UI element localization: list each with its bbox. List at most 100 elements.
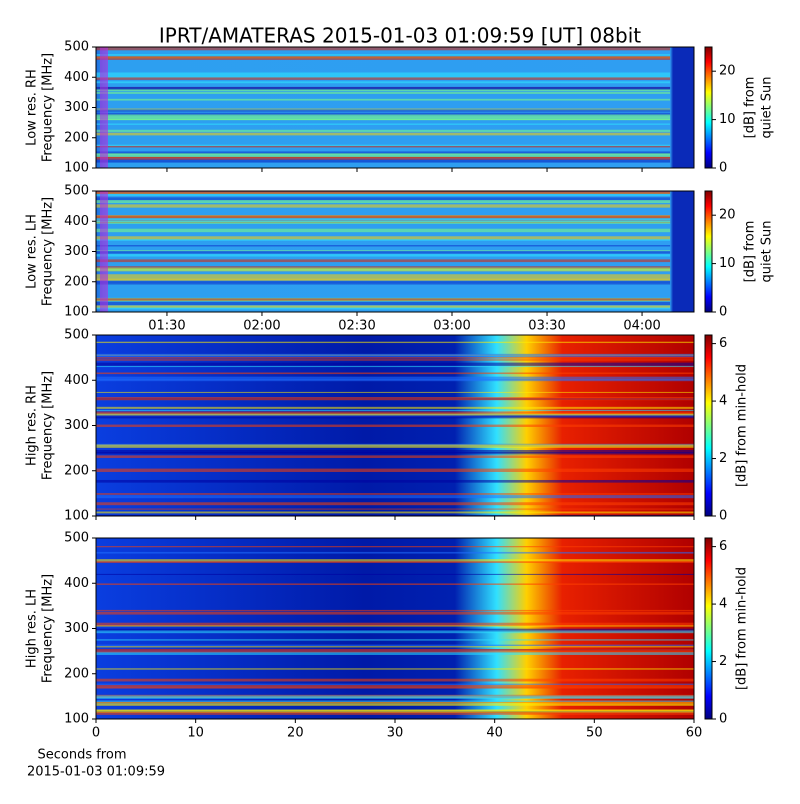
spectrogram-stripe bbox=[96, 197, 671, 201]
spectrogram-stripe bbox=[96, 362, 694, 366]
spectrogram-stripe bbox=[96, 357, 694, 359]
x-tick-label: 0 bbox=[92, 726, 100, 741]
colorbar-tick-label: 0 bbox=[719, 509, 727, 524]
colorbar-tick-label: 4 bbox=[719, 597, 727, 612]
y-tick-label: 100 bbox=[64, 161, 89, 176]
spectrogram-stripe bbox=[96, 47, 671, 51]
spectrogram-stripe bbox=[96, 144, 671, 147]
x-tick-label: 40 bbox=[486, 726, 503, 741]
y-axis-label: Frequency [MHz] bbox=[41, 574, 56, 683]
colorbar-tick-label: 0 bbox=[719, 305, 727, 320]
spectrogram-stripe bbox=[96, 259, 671, 263]
spectrogram-stripe bbox=[96, 700, 694, 702]
spectrogram-stripe bbox=[96, 116, 671, 121]
spectrogram bbox=[96, 538, 694, 719]
spectrogram-stripe bbox=[96, 583, 694, 585]
colorbar-label: quiet Sun bbox=[760, 76, 775, 138]
spectrogram-stripe bbox=[96, 341, 694, 344]
spectrogram-stripe bbox=[96, 709, 694, 714]
spectrogram-stripe bbox=[96, 251, 671, 254]
y-tick-label: 200 bbox=[64, 463, 89, 478]
spectrogram-stripe bbox=[96, 280, 671, 283]
colorbar-tick-label: 20 bbox=[719, 208, 736, 223]
spectrogram-stripe bbox=[96, 191, 671, 194]
y-axis-label: High res. RH bbox=[25, 385, 40, 466]
colorbar-tick-label: 6 bbox=[719, 539, 727, 554]
colorbar-tick-label: 2 bbox=[719, 654, 727, 669]
spectrogram-stripe bbox=[96, 87, 671, 89]
y-axis-label: High res. LH bbox=[25, 589, 40, 668]
y-tick-label: 300 bbox=[64, 244, 89, 259]
spectrogram-stripe bbox=[96, 305, 671, 308]
spectrogram-stripe bbox=[96, 695, 694, 699]
spectrogram-stripe bbox=[96, 628, 694, 632]
spectrogram-stripe bbox=[96, 353, 694, 358]
spectrogram-stripe bbox=[96, 502, 694, 506]
spectrogram-stripe bbox=[96, 123, 671, 125]
colorbar bbox=[704, 190, 713, 313]
spectrogram-stripe bbox=[96, 236, 671, 240]
y-tick-label: 400 bbox=[64, 214, 89, 229]
spectrogram-stripe bbox=[96, 684, 694, 688]
y-tick-label: 100 bbox=[64, 712, 89, 727]
spectrogram-stripe bbox=[96, 559, 694, 562]
spectrogram-stripe bbox=[96, 372, 694, 375]
spectrogram-stripe bbox=[96, 194, 671, 196]
spectrogram-stripe bbox=[96, 72, 671, 76]
spectrogram-stripe bbox=[96, 397, 694, 401]
colorbar-label: [dB] from bbox=[743, 77, 758, 139]
y-axis-label: Low res. LH bbox=[25, 214, 40, 289]
spectrogram-stripe bbox=[96, 98, 671, 101]
y-axis-label: Frequency [MHz] bbox=[41, 53, 56, 162]
y-axis-label: Frequency [MHz] bbox=[41, 371, 56, 480]
spectrogram-stripe bbox=[96, 153, 671, 155]
y-tick-label: 300 bbox=[64, 100, 89, 115]
spectrogram-stripe bbox=[96, 245, 671, 247]
colorbar bbox=[704, 46, 713, 169]
x-tick-label: 04:00 bbox=[623, 319, 660, 334]
y-tick-label: 400 bbox=[64, 373, 89, 388]
spectrogram-stripe bbox=[96, 379, 694, 382]
spectrogram-stripe bbox=[96, 75, 671, 79]
colorbar bbox=[704, 537, 713, 720]
spectrogram-stripe bbox=[96, 81, 671, 84]
y-tick-label: 300 bbox=[64, 621, 89, 636]
spectrogram-stripe bbox=[96, 156, 671, 160]
y-tick-label: 400 bbox=[64, 576, 89, 591]
spectrogram-stripe bbox=[96, 160, 671, 163]
spectrogram-stripe bbox=[100, 191, 108, 312]
spectrogram-stripe bbox=[96, 92, 671, 94]
spectrogram-stripe bbox=[96, 493, 694, 495]
spectrogram-stripe bbox=[96, 88, 671, 92]
colorbar-label: [dB] from min-hold bbox=[735, 364, 750, 487]
spectrogram-stripe bbox=[100, 47, 108, 168]
spectrogram-stripe bbox=[96, 495, 694, 499]
spectrogram-stripe bbox=[96, 54, 671, 56]
x-axis-label: 2015-01-03 01:09:59 bbox=[27, 765, 165, 780]
spectrogram-stripe bbox=[96, 452, 694, 455]
y-tick-label: 500 bbox=[64, 40, 89, 55]
spectrogram-stripe bbox=[96, 455, 694, 458]
x-tick-label: 20 bbox=[287, 726, 304, 741]
spectrogram-stripe bbox=[96, 609, 694, 611]
spectrogram-stripe bbox=[96, 274, 671, 278]
spectrogram-stripe bbox=[96, 686, 694, 689]
y-tick-label: 400 bbox=[64, 70, 89, 85]
spectrogram-stripe bbox=[96, 298, 671, 301]
spectrogram-stripe bbox=[96, 365, 694, 368]
spectrogram-stripe bbox=[96, 622, 694, 626]
spectrogram-stripe bbox=[96, 649, 694, 653]
spectrogram-stripe bbox=[96, 611, 694, 615]
spectrogram-stripe bbox=[96, 514, 694, 517]
spectrogram-stripe bbox=[96, 551, 694, 554]
spectrogram-stripe bbox=[96, 254, 671, 257]
spectrogram-stripe bbox=[96, 625, 694, 627]
spectrogram-stripe bbox=[96, 118, 671, 121]
spectrogram-stripe bbox=[96, 702, 694, 706]
spectrogram-stripe bbox=[96, 267, 671, 271]
x-axis-label: Seconds from bbox=[37, 748, 126, 763]
spectrogram-stripe bbox=[96, 112, 671, 116]
x-tick-label: 03:00 bbox=[433, 319, 470, 334]
spectrogram-stripe bbox=[96, 217, 671, 220]
spectrogram-stripe bbox=[96, 683, 694, 685]
